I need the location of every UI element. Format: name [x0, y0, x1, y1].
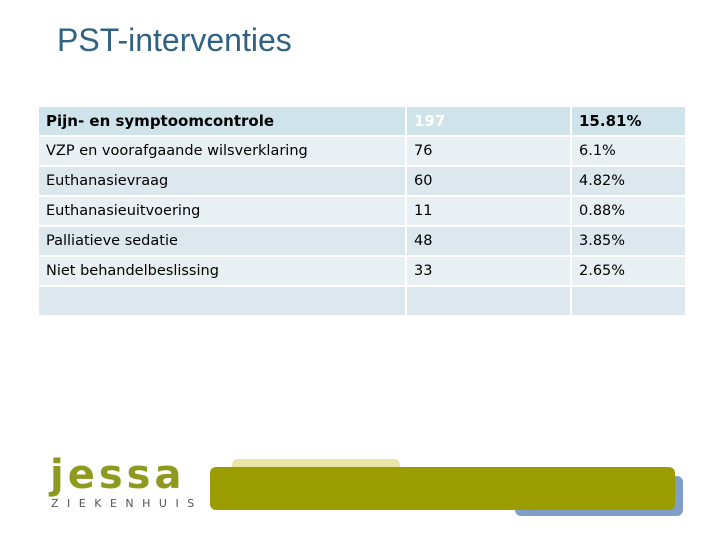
table-row: Niet behandelbeslissing 33 2.65% — [37, 255, 687, 287]
row-count: 76 — [405, 135, 572, 167]
row-percentage: 4.82% — [570, 165, 687, 197]
row-count: 48 — [405, 225, 572, 257]
table-row: Euthanasieuitvoering 11 0.88% — [37, 195, 687, 227]
row-label: Euthanasieuitvoering — [37, 195, 407, 227]
table-row: Pijn- en symptoomcontrole 197 15.81% — [37, 105, 687, 137]
row-label: VZP en voorafgaande wilsverklaring — [37, 135, 407, 167]
row-percentage: 2.65% — [570, 255, 687, 287]
row-percentage: 15.81% — [570, 105, 687, 137]
row-count: 33 — [405, 255, 572, 287]
empty-cell — [570, 285, 687, 317]
table-row: VZP en voorafgaande wilsverklaring 76 6.1% — [37, 135, 687, 167]
table-row: Palliatieve sedatie 48 3.85% — [37, 225, 687, 257]
data-table: Pijn- en symptoomcontrole 197 15.81% VZP en… — [37, 105, 687, 317]
slide-title: PST-interventies — [57, 22, 292, 58]
row-percentage: 3.85% — [570, 225, 687, 257]
logo-subtitle: ZIEKENHUIS — [51, 497, 203, 510]
row-label: Pijn- en symptoomcontrole — [37, 105, 407, 137]
table-body: Pijn- en symptoomcontrole 197 15.81% VZP en… — [37, 105, 687, 317]
row-count: 60 — [405, 165, 572, 197]
logo-name: jessa — [50, 452, 186, 498]
accent-bar-olive — [210, 467, 675, 510]
row-label: Niet behandelbeslissing — [37, 255, 407, 287]
row-percentage: 0.88% — [570, 195, 687, 227]
row-percentage: 6.1% — [570, 135, 687, 167]
empty-cell — [37, 285, 407, 317]
row-count: 197 — [405, 105, 572, 137]
empty-row — [37, 285, 687, 317]
table-row: Euthanasievraag 60 4.82% — [37, 165, 687, 197]
row-count: 11 — [405, 195, 572, 227]
empty-cell — [405, 285, 572, 317]
row-label: Euthanasievraag — [37, 165, 407, 197]
row-label: Palliatieve sedatie — [37, 225, 407, 257]
